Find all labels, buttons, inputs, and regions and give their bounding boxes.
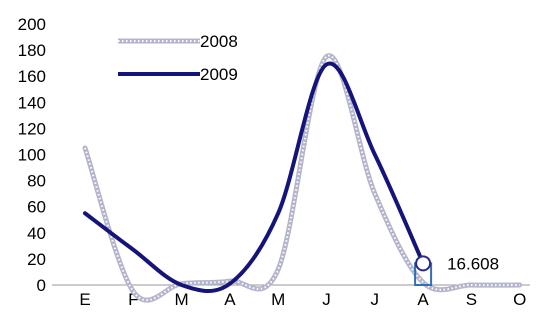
series-layer — [82, 53, 523, 303]
y-tick-label: 80 — [27, 172, 46, 191]
legend-label-2008: 2008 — [200, 32, 238, 51]
y-tick-label: 120 — [18, 119, 46, 138]
series-line-2008-pattern — [84, 54, 520, 301]
y-tick-label: 60 — [27, 198, 46, 217]
series-line-2009 — [83, 61, 426, 293]
x-tick-label: F — [128, 290, 138, 309]
x-tick-label: S — [466, 290, 477, 309]
y-tick-label: 20 — [27, 250, 46, 269]
x-tick-label: M — [175, 290, 189, 309]
y-tick-label: 180 — [18, 41, 46, 60]
annotation-label: 16.608 — [447, 254, 499, 273]
x-tick-label: J — [371, 290, 380, 309]
y-axis: 0 20 40 60 80 100 120 140 160 180 200 — [18, 15, 46, 295]
x-tick-label: A — [224, 290, 236, 309]
legend-label-2009: 2009 — [200, 65, 238, 84]
y-tick-label: 160 — [18, 67, 46, 86]
x-tick-label: J — [322, 290, 331, 309]
annotation-point-marker — [415, 255, 432, 272]
y-tick-label: 100 — [18, 146, 46, 165]
y-tick-label: 140 — [18, 93, 46, 112]
x-tick-label: A — [417, 290, 429, 309]
annotation-layer: 16.608 — [414, 254, 499, 287]
y-tick-label: 40 — [27, 224, 46, 243]
x-tick-label: E — [79, 290, 90, 309]
y-tick-label: 200 — [18, 15, 46, 34]
y-tick-label: 0 — [37, 276, 46, 295]
x-tick-label: M — [271, 290, 285, 309]
x-tick-label: O — [513, 290, 526, 309]
legend: 2008 2009 — [118, 32, 238, 84]
